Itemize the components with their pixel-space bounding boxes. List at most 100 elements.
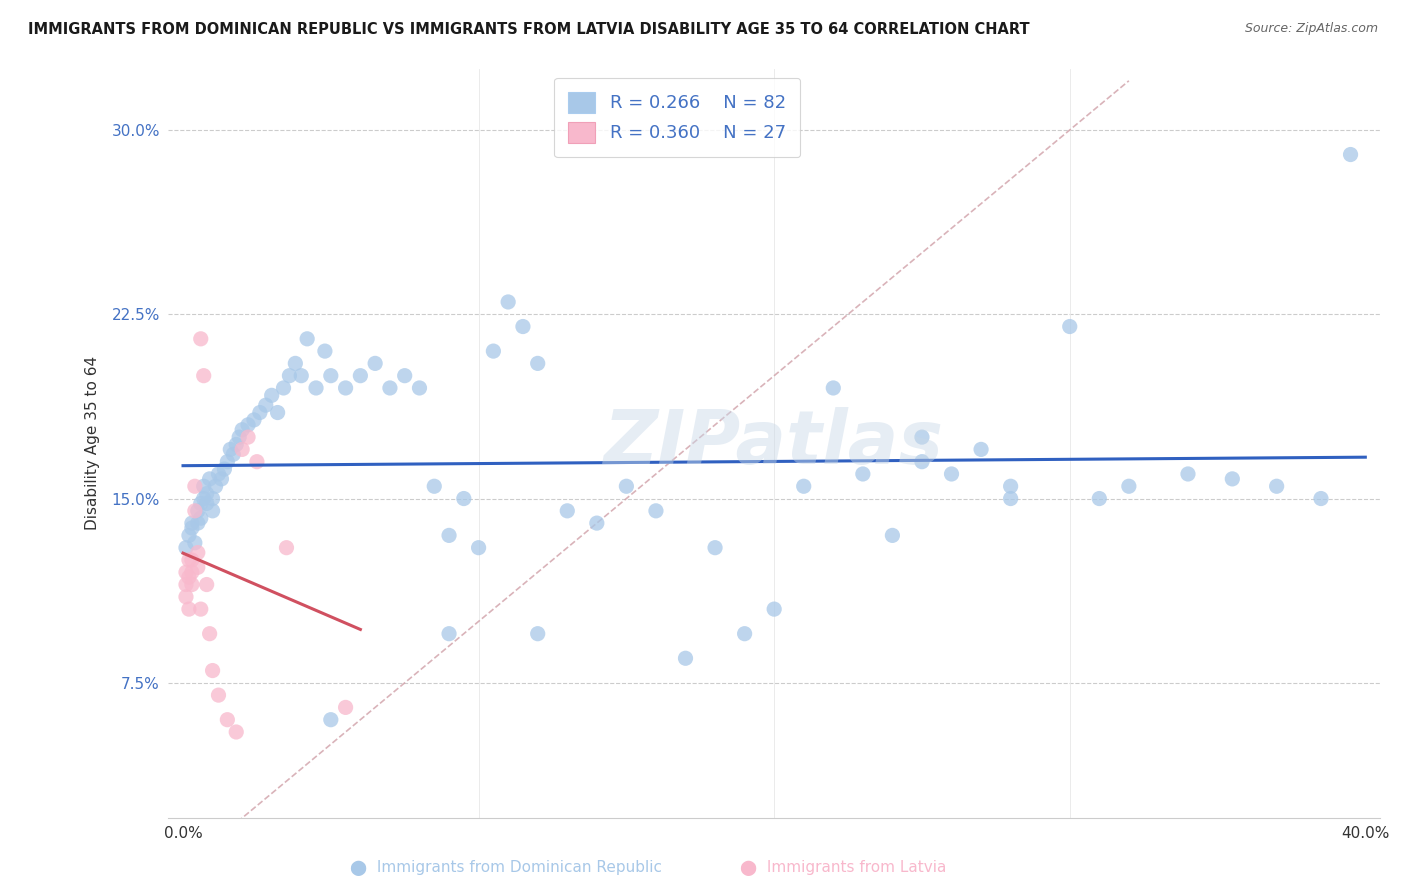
Point: [204, 479, 226, 493]
Point: [236, 430, 259, 444]
Point: [319, 368, 342, 383]
Point: [207, 688, 229, 702]
Point: [174, 590, 197, 604]
Point: [190, 511, 212, 525]
Point: [512, 319, 534, 334]
Point: [1088, 491, 1111, 506]
Text: ⬤  Immigrants from Latvia: ⬤ Immigrants from Latvia: [741, 860, 946, 876]
Point: [453, 491, 475, 506]
Point: [1059, 319, 1081, 334]
Point: [201, 664, 224, 678]
Point: [1177, 467, 1199, 481]
Point: [243, 413, 266, 427]
Point: [190, 496, 212, 510]
Point: [482, 344, 505, 359]
Point: [645, 504, 668, 518]
Point: [184, 504, 207, 518]
Text: ⬤  Immigrants from Dominican Republic: ⬤ Immigrants from Dominican Republic: [350, 860, 662, 876]
Point: [467, 541, 489, 555]
Point: [236, 417, 259, 432]
Point: [228, 430, 250, 444]
Point: [174, 541, 197, 555]
Point: [349, 368, 371, 383]
Point: [1118, 479, 1140, 493]
Point: [364, 356, 387, 370]
Point: [217, 713, 239, 727]
Point: [273, 381, 295, 395]
Point: [177, 602, 200, 616]
Point: [217, 455, 239, 469]
Point: [187, 560, 209, 574]
Point: [423, 479, 446, 493]
Point: [704, 541, 727, 555]
Point: [222, 447, 245, 461]
Point: [184, 479, 207, 493]
Point: [496, 295, 519, 310]
Point: [193, 368, 215, 383]
Point: [249, 405, 271, 419]
Point: [911, 455, 934, 469]
Point: [284, 356, 307, 370]
Point: [198, 472, 221, 486]
Point: [555, 504, 578, 518]
Point: [174, 566, 197, 580]
Point: [180, 521, 202, 535]
Point: [177, 570, 200, 584]
Point: [734, 626, 756, 640]
Point: [437, 528, 460, 542]
Point: [254, 398, 277, 412]
Point: [585, 516, 607, 530]
Point: [193, 491, 215, 506]
Point: [201, 504, 224, 518]
Point: [1000, 491, 1022, 506]
Point: [793, 479, 815, 493]
Point: [278, 368, 301, 383]
Point: [225, 437, 247, 451]
Text: Source: ZipAtlas.com: Source: ZipAtlas.com: [1244, 22, 1378, 36]
Point: [675, 651, 697, 665]
Point: [180, 566, 202, 580]
Point: [180, 553, 202, 567]
Point: [260, 388, 283, 402]
Point: [180, 577, 202, 591]
Point: [187, 546, 209, 560]
Point: [335, 700, 357, 714]
Point: [911, 430, 934, 444]
Point: [187, 516, 209, 530]
Point: [852, 467, 875, 481]
Point: [198, 626, 221, 640]
Point: [195, 577, 218, 591]
Point: [184, 535, 207, 549]
Point: [174, 577, 197, 591]
Point: [437, 626, 460, 640]
Point: [526, 626, 548, 640]
Point: [526, 356, 548, 370]
Point: [231, 442, 253, 457]
Point: [231, 423, 253, 437]
Point: [1310, 491, 1333, 506]
Point: [276, 541, 298, 555]
Point: [295, 332, 318, 346]
Point: [1000, 479, 1022, 493]
Text: ZIPatlas: ZIPatlas: [605, 407, 945, 480]
Point: [177, 553, 200, 567]
Point: [187, 504, 209, 518]
Point: [763, 602, 786, 616]
Point: [970, 442, 993, 457]
Point: [408, 381, 430, 395]
Point: [823, 381, 845, 395]
Point: [882, 528, 904, 542]
Point: [207, 467, 229, 481]
Point: [214, 462, 236, 476]
Point: [305, 381, 328, 395]
Point: [1220, 472, 1243, 486]
Point: [201, 491, 224, 506]
Point: [394, 368, 416, 383]
Point: [378, 381, 401, 395]
Point: [195, 496, 218, 510]
Point: [1340, 147, 1362, 161]
Point: [290, 368, 312, 383]
Point: [193, 479, 215, 493]
Point: [616, 479, 638, 493]
Y-axis label: Disability Age 35 to 64: Disability Age 35 to 64: [86, 356, 100, 531]
